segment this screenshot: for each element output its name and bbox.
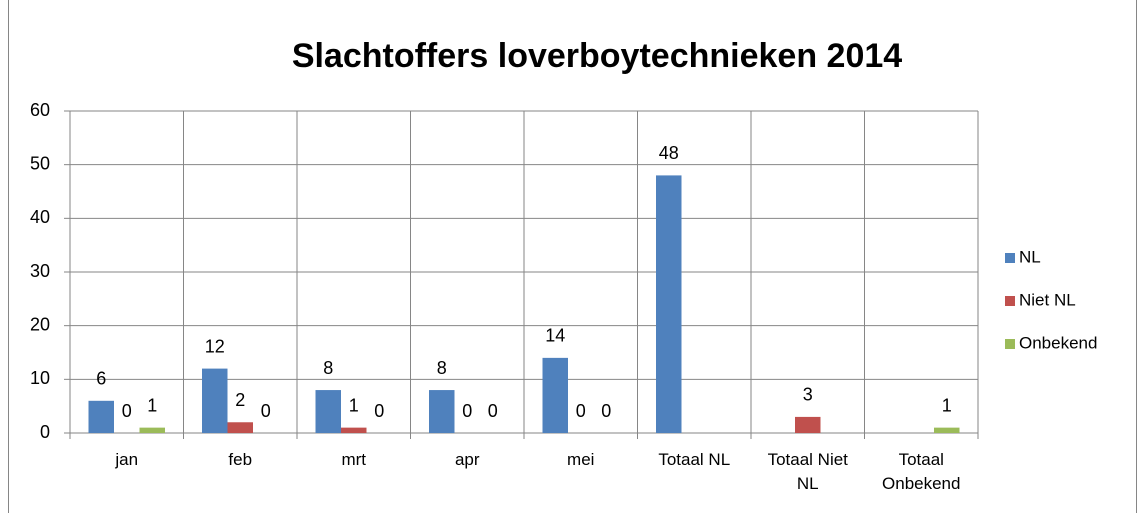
y-tick-label: 20 xyxy=(30,314,50,334)
x-tick-label: Totaal Onbekend xyxy=(882,450,961,493)
bar xyxy=(429,390,455,433)
y-tick-label: 40 xyxy=(30,207,50,227)
x-tick-label: jan xyxy=(115,450,139,469)
data-label: 8 xyxy=(437,358,447,378)
y-tick-label: 60 xyxy=(30,100,50,120)
data-label: 8 xyxy=(323,358,333,378)
bar xyxy=(934,427,960,433)
legend-label: NL xyxy=(1019,247,1041,266)
legend-swatch xyxy=(1005,339,1015,349)
data-label: 14 xyxy=(545,326,565,346)
data-label: 6 xyxy=(96,369,106,389)
data-label: 0 xyxy=(462,401,472,421)
data-label: 12 xyxy=(205,336,225,356)
data-label: 0 xyxy=(122,401,132,421)
x-tick-label: Totaal Niet NL xyxy=(767,450,848,493)
y-tick-label: 10 xyxy=(30,368,50,388)
data-label: 3 xyxy=(803,385,813,405)
bar xyxy=(202,368,228,433)
legend-label: Niet NL xyxy=(1019,290,1076,309)
legend-swatch xyxy=(1005,253,1015,263)
x-tick-label: feb xyxy=(228,450,253,469)
data-label: 0 xyxy=(261,401,271,421)
data-label: 0 xyxy=(601,401,611,421)
x-tick-label: Totaal NL xyxy=(658,450,731,469)
x-tick-label: mrt xyxy=(341,450,367,469)
y-tick-label: 50 xyxy=(30,153,50,173)
bar xyxy=(88,400,114,433)
bar xyxy=(542,357,568,433)
data-label: 2 xyxy=(235,390,245,410)
x-tick-label: apr xyxy=(454,450,480,469)
bar xyxy=(139,427,165,433)
data-label: 48 xyxy=(659,143,679,163)
data-label: 0 xyxy=(374,401,384,421)
bar xyxy=(315,390,341,433)
bar xyxy=(795,416,821,433)
data-label: 1 xyxy=(147,395,157,415)
chart-border xyxy=(8,0,1137,513)
bar xyxy=(227,422,253,433)
data-label: 0 xyxy=(488,401,498,421)
chart-title: Slachtoffers loverboytechnieken 2014 xyxy=(292,37,902,75)
x-tick-label: mei xyxy=(567,450,595,469)
data-label: 1 xyxy=(349,395,359,415)
bar xyxy=(341,427,367,433)
legend-label: Onbekend xyxy=(1019,333,1097,352)
data-label: 1 xyxy=(942,395,952,415)
data-label: 0 xyxy=(576,401,586,421)
y-tick-label: 0 xyxy=(40,422,50,442)
y-tick-label: 30 xyxy=(30,261,50,281)
bar xyxy=(656,175,682,433)
legend-swatch xyxy=(1005,296,1015,306)
